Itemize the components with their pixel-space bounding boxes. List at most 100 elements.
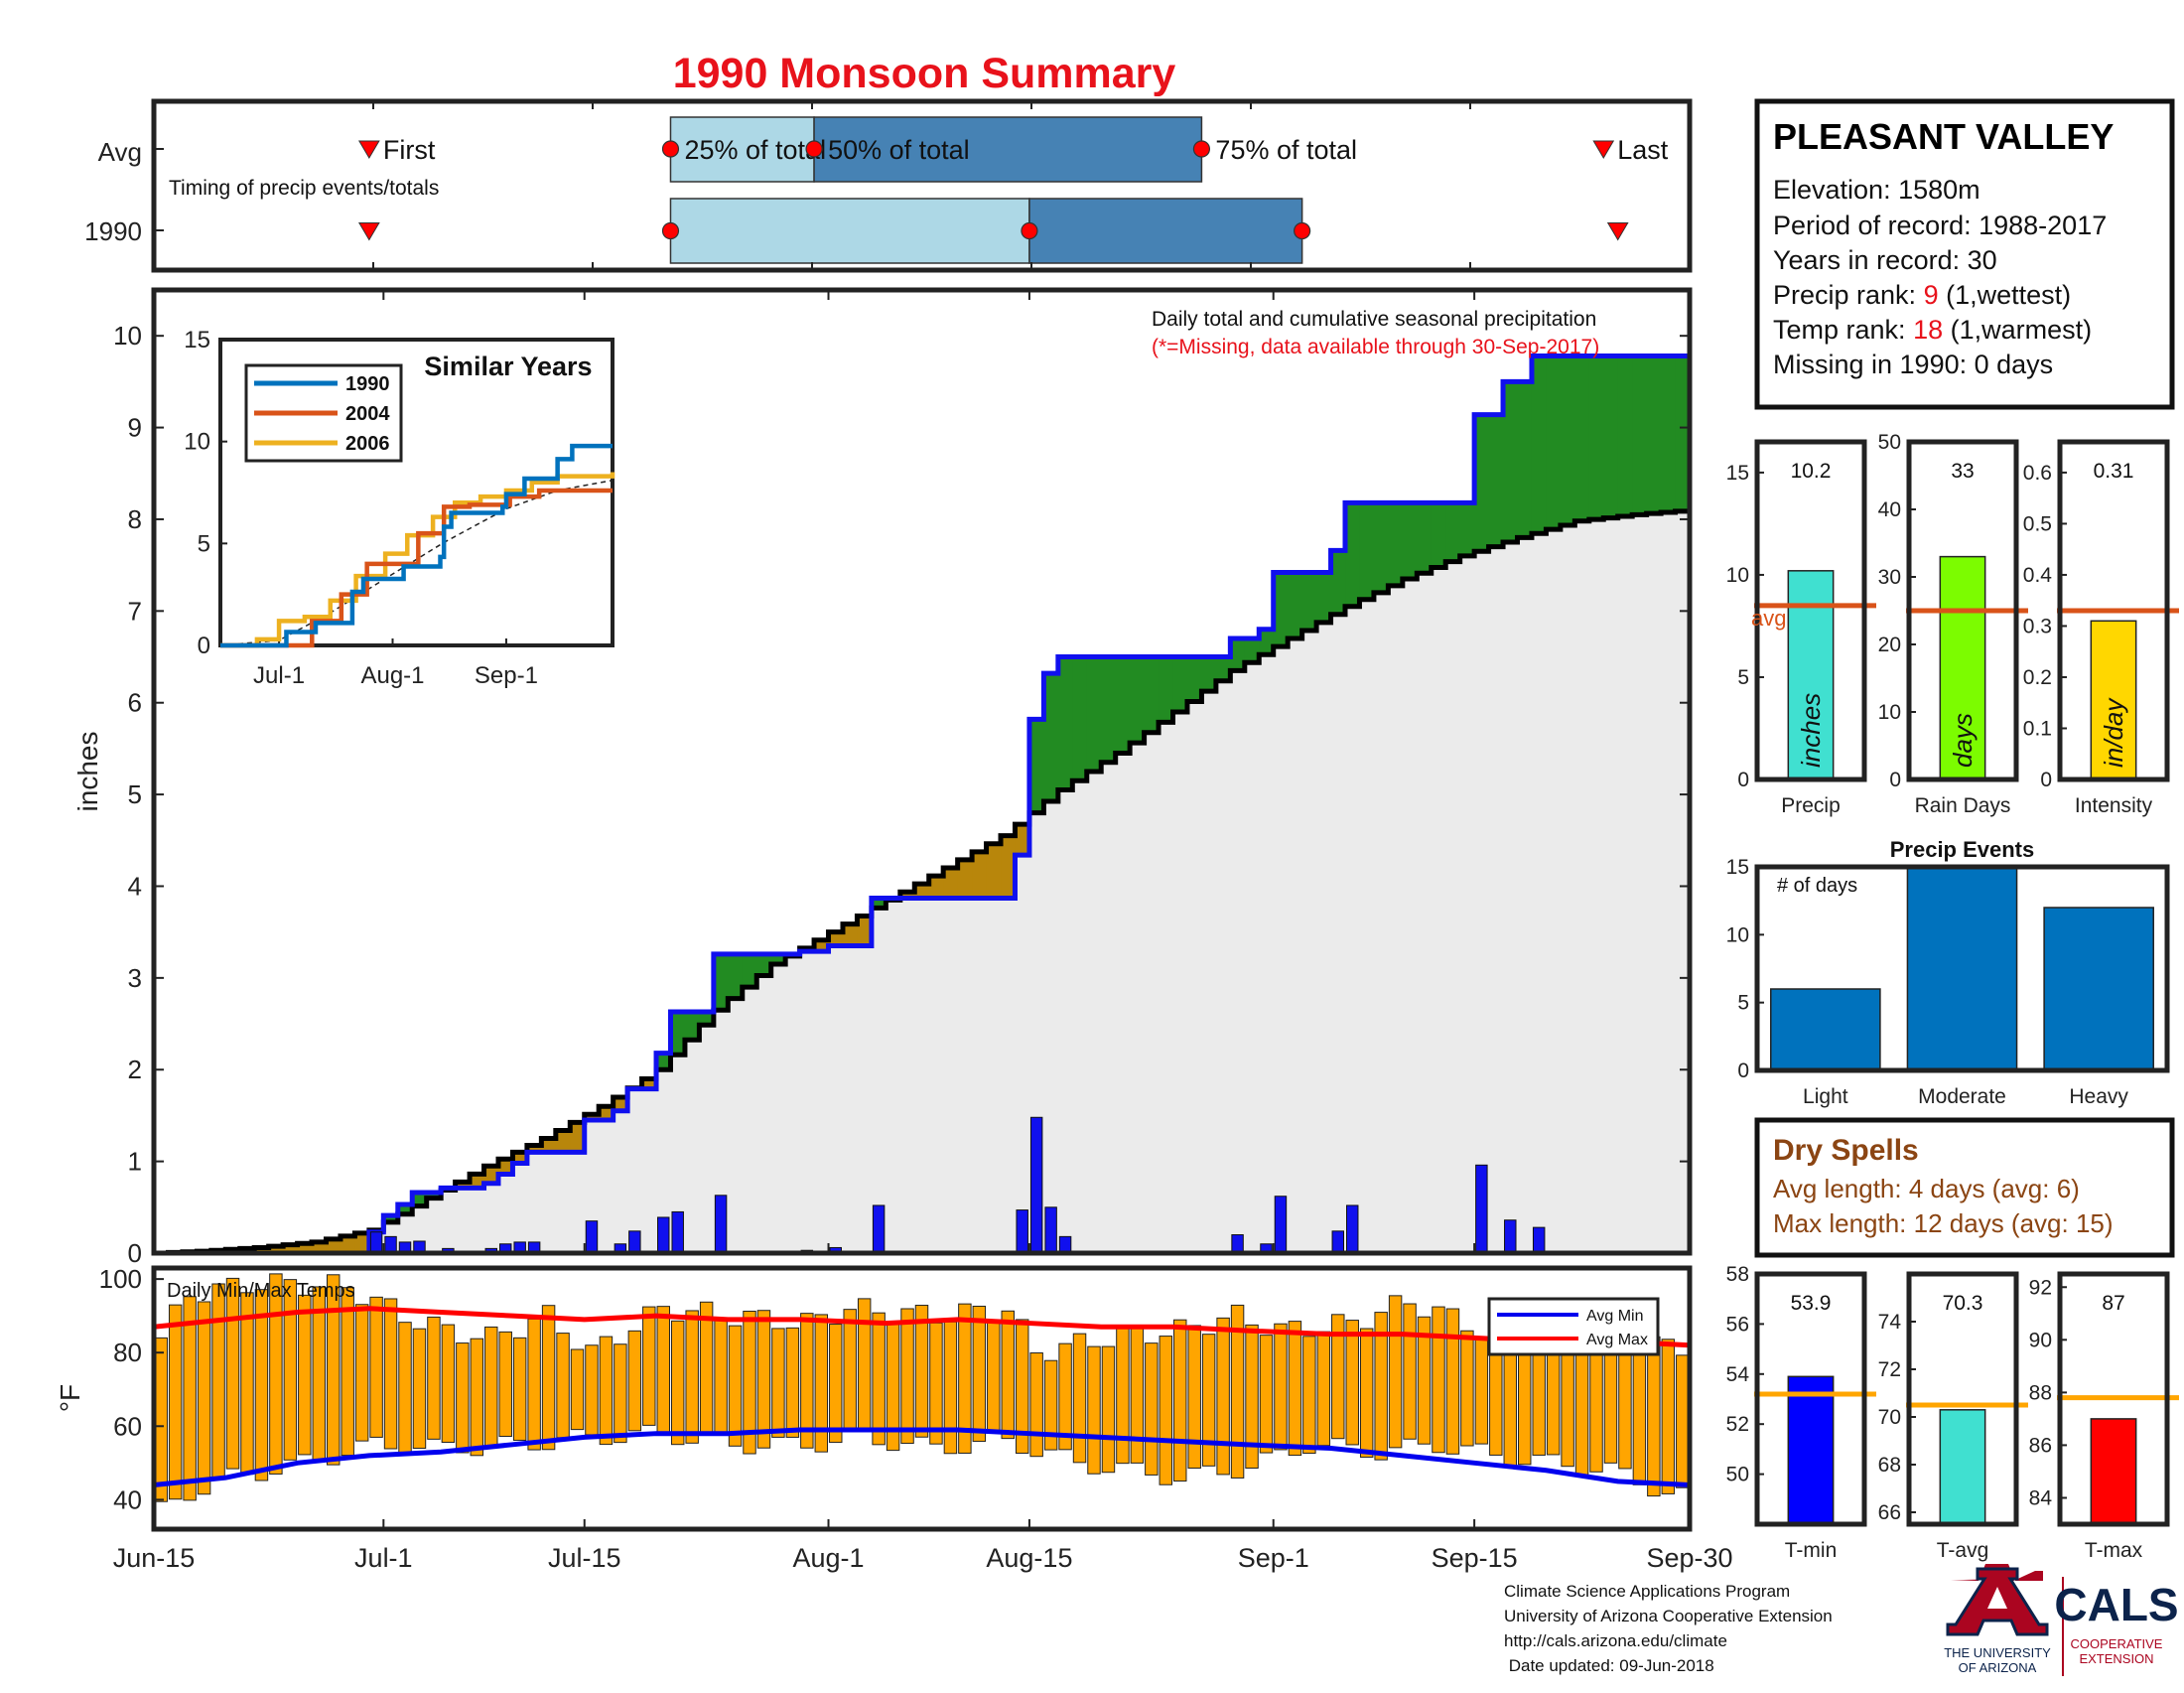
deficit-area-segment <box>268 1246 284 1253</box>
daily-temp-range-bar <box>627 1330 642 1432</box>
main-y-tick-label: 1 <box>128 1147 142 1177</box>
tavg-frame <box>1906 1271 2019 1527</box>
inset-x-tick-label: Jul-1 <box>253 662 305 689</box>
surplus-area-segment <box>656 1053 672 1070</box>
daily-temp-range-bar <box>1274 1323 1288 1451</box>
temp-y-tick-label: 60 <box>113 1411 142 1441</box>
daily-temp-range-bar <box>800 1313 814 1449</box>
timing-box-25-50 <box>669 116 815 183</box>
precip_total-x-label: Precip <box>1781 794 1841 817</box>
main-chart-subtitle: (*=Missing, data available through 30-Se… <box>1152 336 1599 358</box>
intensity-y-tick-label: 0.3 <box>2023 615 2052 637</box>
timing-year-label: 1990 <box>84 216 142 246</box>
daily-temp-range-bar <box>1145 1342 1159 1476</box>
rain_days-y-tick-label: 0 <box>1889 769 1901 791</box>
timing-marks: 25% of total 50% of total 75% of total Firs… <box>153 101 1691 270</box>
deficit-area-segment <box>541 1138 557 1153</box>
timing-q25-marker <box>661 140 680 158</box>
daily-precip-bar <box>1331 1230 1345 1254</box>
daily-temp-range-bar <box>614 1343 627 1444</box>
temp-rank-suffix: (1,warmest) <box>1943 315 2092 345</box>
cals-line2: EXTENSION <box>2079 1651 2153 1666</box>
surplus-area-segment <box>1115 656 1131 754</box>
main-chart-title: Daily total and cumulative seasonal prec… <box>1152 308 1596 331</box>
avg-min-temp-line <box>153 1427 1691 1488</box>
surplus-area-segment <box>713 953 729 1011</box>
surplus-area-segment <box>1159 656 1174 723</box>
daily-temp-range-bar <box>1087 1345 1101 1475</box>
surplus-area-segment <box>1316 572 1332 623</box>
inset-y-tick-label: 10 <box>184 429 210 456</box>
daily-temp-range-bar <box>1072 1333 1087 1464</box>
page-title: 1990 Monsoon Summary <box>673 50 1176 97</box>
daily-temp-range-bar <box>914 1305 929 1438</box>
station-name: PLEASANT VALLEY <box>1773 116 2114 157</box>
daily-temp-range-bar <box>642 1306 656 1426</box>
surplus-area-segment <box>1588 355 1604 520</box>
daily-temp-range-bar <box>872 1312 886 1446</box>
tmax-y-tick-label: 86 <box>2029 1434 2052 1457</box>
tmax-x-label: T-max <box>2085 1539 2143 1562</box>
deficit-area-segment <box>512 1152 528 1164</box>
daily-temp-range-bar <box>1058 1342 1072 1451</box>
cals-wordmark: CALS <box>2054 1579 2178 1630</box>
precip-events-y-tick-label: 0 <box>1737 1059 1749 1082</box>
main-y-tick-label: 5 <box>128 779 142 809</box>
daily-temp-range-bar <box>168 1304 183 1500</box>
precip_total-frame <box>1754 439 1867 782</box>
deficit-area-segment <box>340 1235 356 1253</box>
precip-events-title: Precip Events <box>1890 837 2035 862</box>
tavg-y-tick-label: 72 <box>1878 1358 1901 1381</box>
daily-precip-bar <box>1016 1209 1028 1254</box>
deficit-area-segment <box>584 1114 600 1121</box>
daily-temp-range-bar <box>254 1289 269 1481</box>
rain_days-unit-label: days <box>1948 713 1978 768</box>
precip-event-bar-moderate <box>1906 866 2018 1071</box>
inset-x-tick-label: Aug-1 <box>360 662 424 689</box>
surplus-area-segment <box>1517 381 1533 538</box>
surplus-area-segment <box>699 1012 715 1026</box>
timing-q50-label: 50% of total <box>828 135 970 165</box>
daily-temp-range-bar <box>1159 1336 1173 1485</box>
tavg-y-tick-label: 66 <box>1878 1501 1901 1524</box>
surplus-area-segment <box>1632 355 1648 515</box>
deficit-area-segment <box>914 884 930 899</box>
tmax-y-tick-label: 84 <box>2029 1486 2053 1509</box>
tmin-y-tick-label: 54 <box>1726 1363 1750 1386</box>
daily-precip-bar <box>657 1216 670 1254</box>
temp-y-tick-label: 80 <box>113 1338 142 1367</box>
daily-temp-range-bar <box>1101 1345 1116 1474</box>
daily-temp-range-bar <box>1474 1337 1489 1445</box>
surplus-area-segment <box>1028 719 1044 813</box>
tavg-value-bar <box>1939 1409 1986 1525</box>
precip-rank-prefix: Precip rank: <box>1773 280 1924 310</box>
intensity-value-bar <box>2090 620 2137 780</box>
daily-precip-bar <box>1475 1164 1488 1254</box>
x-axis-date-label: Jun-15 <box>113 1543 196 1573</box>
surplus-area-segment <box>397 1204 413 1214</box>
deficit-area-segment <box>483 1166 499 1184</box>
daily-temp-range-bar <box>857 1298 872 1432</box>
timing-first-triangle <box>357 140 380 159</box>
daily-temp-range-bar <box>843 1309 857 1432</box>
daily-temp-range-bar <box>771 1328 785 1438</box>
main-plot-frame <box>151 287 1693 1256</box>
precip_total-y-tick-label: 5 <box>1737 666 1749 689</box>
surplus-area-segment <box>1230 638 1246 671</box>
footer-url[interactable]: http://cals.arizona.edu/climate <box>1504 1631 1727 1650</box>
main-y-axis-label: inches <box>72 732 103 812</box>
daily-temp-range-bar <box>484 1326 498 1447</box>
intensity-y-tick-label: 0 <box>2040 769 2052 791</box>
daily-precip-bar <box>585 1220 599 1254</box>
intensity-value-label: 0.31 <box>2094 460 2134 483</box>
daily-temp-range-bar <box>829 1324 843 1444</box>
precip-events-y-tick-label: 15 <box>1726 856 1749 879</box>
precip-event-category-label: Moderate <box>1918 1085 2006 1108</box>
daily-precip-bar <box>714 1195 728 1254</box>
surplus-area-segment <box>1288 572 1303 639</box>
surplus-area-segment <box>1445 502 1461 562</box>
timing-box-50-75 <box>813 116 1203 183</box>
tavg-y-tick-label: 70 <box>1878 1406 1901 1429</box>
intensity-y-tick-label: 0.4 <box>2023 564 2053 587</box>
deficit-area-segment <box>526 1145 542 1153</box>
